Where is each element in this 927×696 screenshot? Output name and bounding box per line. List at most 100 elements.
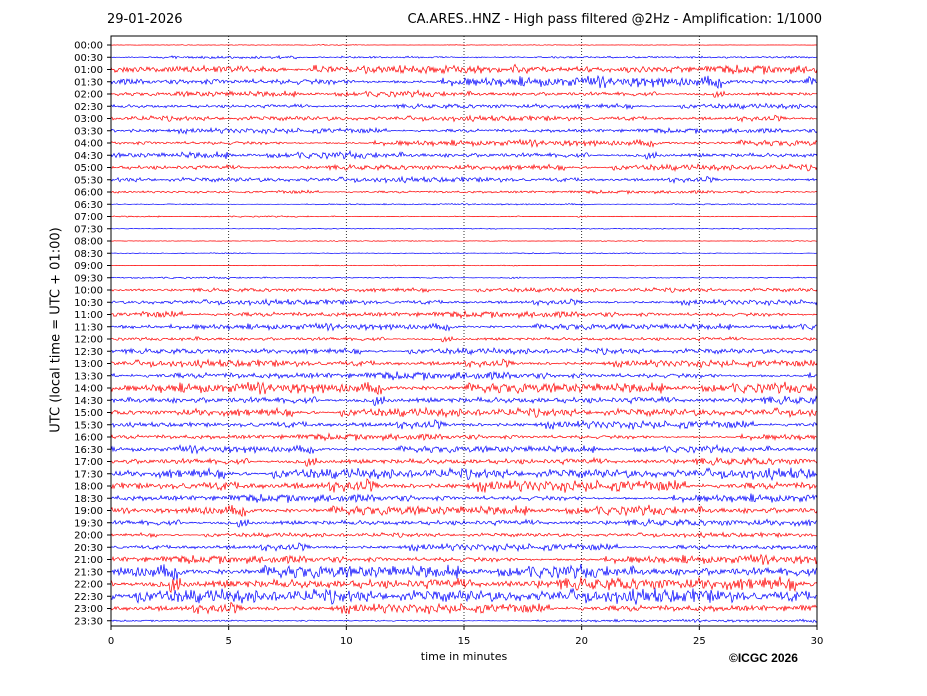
x-tick-label: 0 — [108, 636, 114, 647]
trace-0730 — [110, 227, 818, 230]
trace-1430 — [110, 395, 818, 407]
x-tick-label: 10 — [340, 636, 353, 647]
y-tick-label: 21:00 — [74, 555, 103, 566]
trace-2100 — [110, 553, 818, 565]
y-tick-label: 04:00 — [74, 139, 103, 150]
trace-1800 — [110, 478, 818, 493]
trace-0800 — [110, 240, 817, 242]
trace-0400 — [110, 138, 818, 149]
y-tick-label: 06:30 — [74, 200, 103, 211]
trace-2300 — [110, 601, 818, 615]
y-tick-label: 18:00 — [74, 482, 103, 493]
chart-title: CA.ARES..HNZ - High pass filtered @2Hz -… — [407, 12, 822, 27]
trace-1900 — [110, 504, 818, 518]
trace-0030 — [110, 54, 818, 60]
trace-1030 — [110, 298, 818, 307]
y-tick-label: 07:30 — [74, 224, 103, 235]
trace-1930 — [110, 517, 818, 528]
y-tick-label: 22:00 — [74, 580, 103, 591]
y-tick-label: 15:30 — [74, 420, 103, 431]
trace-1000 — [110, 287, 818, 294]
trace-0230 — [110, 102, 818, 111]
trace-2000 — [110, 531, 818, 539]
y-tick-label: 10:30 — [74, 298, 103, 309]
trace-0130 — [110, 74, 818, 89]
trace-0600 — [110, 189, 818, 195]
y-tick-label: 01:00 — [74, 65, 103, 76]
y-tick-label: 05:00 — [74, 163, 103, 174]
y-tick-label: 17:00 — [74, 457, 103, 468]
trace-1600 — [110, 432, 818, 442]
trace-0830 — [110, 252, 817, 255]
x-axis-label: time in minutes — [420, 650, 508, 663]
y-tick-label: 20:30 — [74, 543, 103, 554]
y-tick-label: 21:30 — [74, 567, 103, 578]
trace-0100 — [110, 63, 818, 75]
y-tick-label: 19:00 — [74, 506, 103, 517]
y-tick-label: 03:00 — [74, 114, 103, 125]
date-label: 29-01-2026 — [107, 12, 183, 27]
y-tick-label: 07:00 — [74, 212, 103, 223]
trace-1500 — [110, 406, 818, 419]
y-tick-label: 04:30 — [74, 151, 103, 162]
x-tick-label: 30 — [811, 636, 824, 647]
y-tick-label: 02:30 — [74, 102, 103, 113]
y-tick-label: 08:30 — [74, 249, 103, 260]
trace-1530 — [110, 419, 818, 430]
y-tick-label: 14:00 — [74, 384, 103, 395]
copyright-label: ©ICGC 2026 — [729, 651, 798, 665]
y-tick-label: 23:00 — [74, 604, 103, 615]
y-tick-label: 14:30 — [74, 396, 103, 407]
x-tick-label: 15 — [458, 636, 471, 647]
y-tick-label: 22:30 — [74, 592, 103, 603]
y-tick-label: 06:00 — [74, 188, 103, 199]
trace-0930 — [110, 276, 818, 280]
trace-1330 — [110, 370, 818, 381]
y-tick-label: 02:00 — [74, 90, 103, 101]
trace-1830 — [110, 493, 818, 504]
trace-1130 — [110, 322, 818, 332]
trace-1400 — [110, 381, 818, 396]
trace-0630 — [110, 202, 818, 206]
trace-1630 — [110, 443, 818, 455]
y-tick-label: 10:00 — [74, 286, 103, 297]
y-tick-label: 08:00 — [74, 237, 103, 248]
y-tick-label: 09:00 — [74, 261, 103, 272]
trace-1200 — [110, 335, 818, 343]
x-tick-label: 5 — [225, 636, 231, 647]
trace-2130 — [111, 563, 818, 581]
y-tick-label: 11:30 — [74, 322, 103, 333]
y-tick-label: 00:30 — [74, 53, 103, 64]
y-tick-label: 17:30 — [74, 469, 103, 480]
trace-2230 — [110, 587, 818, 605]
trace-0500 — [110, 163, 818, 172]
y-tick-label: 12:30 — [74, 347, 103, 358]
y-tick-label: 23:30 — [74, 616, 103, 627]
y-tick-label: 09:30 — [74, 273, 103, 284]
y-tick-label: 15:00 — [74, 408, 103, 419]
trace-1100 — [110, 309, 818, 320]
y-tick-label: 11:00 — [74, 310, 103, 321]
vertical-grid — [228, 36, 700, 626]
trace-0200 — [110, 89, 818, 98]
trace-0530 — [110, 175, 818, 184]
y-tick-label: 00:00 — [74, 41, 103, 52]
trace-0330 — [110, 126, 818, 135]
x-tick-label: 25 — [693, 636, 706, 647]
y-tick-label: 13:30 — [74, 371, 103, 382]
y-tick-label: 16:00 — [74, 433, 103, 444]
x-tick-label: 20 — [575, 636, 588, 647]
trace-1730 — [110, 466, 818, 482]
trace-0000 — [110, 44, 817, 46]
y-tick-label: 03:30 — [74, 126, 103, 137]
trace-0700 — [110, 215, 818, 218]
y-tick-label: 12:00 — [74, 335, 103, 346]
trace-2330 — [110, 618, 818, 623]
trace-0300 — [110, 114, 818, 123]
y-tick-label: 18:30 — [74, 494, 103, 505]
y-tick-label: 05:30 — [74, 175, 103, 186]
x-tick-labels: 0 5 10 15 20 25 30 — [108, 626, 824, 647]
trace-1300 — [110, 358, 818, 369]
